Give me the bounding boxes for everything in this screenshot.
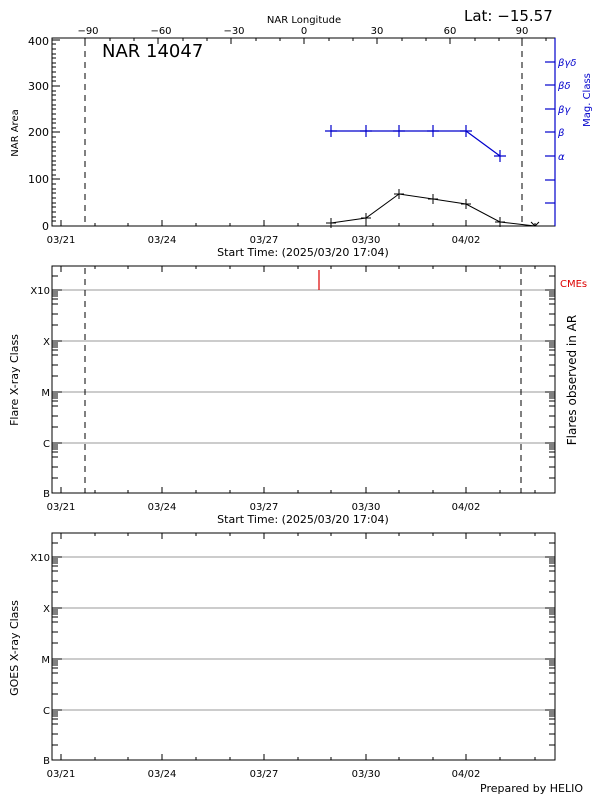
svg-text:B: B	[43, 489, 50, 500]
longitude-tick-labels: −90 −60 −30 0 30 60 90	[77, 26, 528, 37]
svg-text:04/02: 04/02	[452, 769, 481, 780]
mag-class-series	[325, 125, 506, 162]
credit-label: Prepared by HELIO	[480, 782, 583, 795]
svg-text:X10: X10	[30, 553, 50, 564]
panel-frame	[51, 532, 556, 761]
flares-observed-label: Flares observed in AR	[565, 315, 579, 445]
cme-legend-label: CMEs	[560, 279, 587, 290]
mag-class-ticks	[545, 61, 555, 204]
svg-text:60: 60	[444, 26, 457, 37]
svg-text:90: 90	[516, 26, 529, 37]
svg-text:α: α	[558, 152, 565, 163]
svg-text:βγδ: βγδ	[557, 58, 576, 69]
svg-text:03/21: 03/21	[47, 502, 76, 513]
svg-text:−90: −90	[77, 26, 98, 37]
date-ticks-middle-panel	[60, 266, 536, 493]
panel-frame	[51, 265, 556, 494]
svg-text:X: X	[43, 337, 50, 348]
svg-text:04/02: 04/02	[452, 235, 481, 246]
mag-class-tick-labels: α β βγ βδ βγδ	[557, 58, 576, 163]
class-gridlines	[52, 289, 555, 444]
flare-class-y-label: Flare X-ray Class	[8, 334, 21, 426]
nar-area-series	[326, 189, 540, 228]
date-ticks-bottom-panel	[60, 533, 536, 760]
goes-y-tick-labels: B C M X X10	[30, 553, 50, 767]
svg-text:03/27: 03/27	[250, 769, 279, 780]
svg-text:0: 0	[42, 220, 49, 233]
svg-text:03/27: 03/27	[250, 502, 279, 513]
svg-text:04/02: 04/02	[452, 502, 481, 513]
svg-text:400: 400	[28, 35, 49, 48]
svg-text:03/24: 03/24	[148, 235, 177, 246]
svg-text:200: 200	[28, 126, 49, 139]
flare-class-panel: B C M X X10 Flare X-ray Class Flares obs…	[8, 265, 587, 526]
svg-text:30: 30	[371, 26, 384, 37]
svg-text:−30: −30	[223, 26, 244, 37]
svg-text:X: X	[43, 604, 50, 615]
svg-text:03/21: 03/21	[47, 235, 76, 246]
date-ticks-top-panel	[60, 220, 536, 226]
svg-text:B: B	[43, 756, 50, 767]
latitude-label: Lat: −15.57	[464, 7, 553, 25]
date-tick-labels-top-panel: 03/21 03/24 03/27 03/30 04/02	[47, 235, 481, 246]
goes-class-panel: B C M X X10 GOES X-ray Class 03/21 03/24…	[8, 532, 556, 780]
mag-class-y-label: Mag. Class	[582, 73, 593, 127]
flare-y-ticks	[52, 275, 555, 479]
svg-text:X10: X10	[30, 286, 50, 297]
panel-frame	[51, 37, 556, 227]
svg-text:03/21: 03/21	[47, 769, 76, 780]
area-y-label: NAR Area	[10, 109, 21, 156]
svg-text:03/24: 03/24	[148, 502, 177, 513]
svg-text:C: C	[43, 706, 50, 717]
area-y-tick-labels: 0 100 200 300 400	[28, 35, 49, 233]
svg-text:100: 100	[28, 173, 49, 186]
class-gridlines	[52, 556, 555, 711]
svg-text:M: M	[41, 655, 50, 666]
svg-text:βγ: βγ	[557, 105, 571, 116]
top-axis-title: NAR Longitude	[267, 15, 341, 26]
longitude-ticks	[84, 38, 547, 44]
date-tick-labels-middle-panel: 03/21 03/24 03/27 03/30 04/02	[47, 502, 481, 513]
svg-text:C: C	[43, 439, 50, 450]
date-tick-labels-bottom-panel: 03/21 03/24 03/27 03/30 04/02	[47, 769, 481, 780]
start-time-label-top: Start Time: (2025/03/20 17:04)	[217, 246, 389, 259]
svg-text:03/24: 03/24	[148, 769, 177, 780]
svg-text:0: 0	[301, 26, 307, 37]
flare-y-tick-labels: B C M X X10	[30, 286, 50, 500]
region-title: NAR 14047	[102, 41, 203, 62]
svg-text:β: β	[557, 128, 565, 139]
svg-text:03/30: 03/30	[352, 235, 381, 246]
svg-text:M: M	[41, 388, 50, 399]
svg-text:03/30: 03/30	[352, 769, 381, 780]
goes-y-ticks	[52, 542, 555, 746]
area-y-ticks	[52, 39, 60, 227]
svg-text:βδ: βδ	[557, 81, 571, 92]
goes-class-y-label: GOES X-ray Class	[8, 600, 21, 696]
svg-text:300: 300	[28, 80, 49, 93]
svg-text:−60: −60	[150, 26, 171, 37]
svg-text:03/30: 03/30	[352, 502, 381, 513]
svg-text:03/27: 03/27	[250, 235, 279, 246]
nar-area-panel: −90 −60 −30 0 30 60 90 0 100	[10, 26, 593, 259]
start-time-label-middle: Start Time: (2025/03/20 17:04)	[217, 513, 389, 526]
